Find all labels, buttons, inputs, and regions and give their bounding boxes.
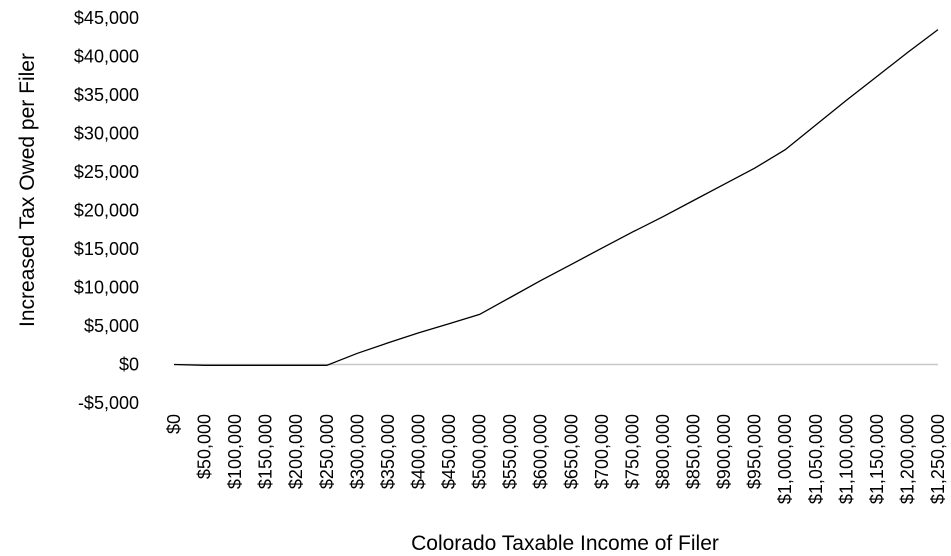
x-tick-label: $450,000 xyxy=(439,414,459,489)
x-tick-label: $100,000 xyxy=(225,414,245,489)
x-tick-label: $300,000 xyxy=(347,414,367,489)
x-tick-label: $750,000 xyxy=(622,414,642,489)
y-tick-label: -$5,000 xyxy=(78,393,139,413)
x-tick-label: $800,000 xyxy=(653,414,673,489)
x-tick-label: $200,000 xyxy=(286,414,306,489)
x-tick-label: $500,000 xyxy=(470,414,490,489)
x-tick-label: $850,000 xyxy=(684,414,704,489)
series-line xyxy=(173,29,939,366)
x-tick-label: $700,000 xyxy=(592,414,612,489)
x-tick-label: $400,000 xyxy=(408,414,428,489)
y-axis-title: Increased Tax Owed per Filer xyxy=(16,53,39,327)
y-tick-label: $30,000 xyxy=(74,124,139,144)
x-axis-title: Colorado Taxable Income of Filer xyxy=(411,532,719,555)
y-tick-label: $40,000 xyxy=(74,47,139,67)
y-tick-label: $15,000 xyxy=(74,239,139,259)
y-tick-label: $20,000 xyxy=(74,201,139,221)
x-tick-label: $1,200,000 xyxy=(897,414,917,504)
x-tick-label: $1,100,000 xyxy=(836,414,856,504)
y-tick-label: $45,000 xyxy=(74,8,139,28)
x-tick-label: $50,000 xyxy=(195,414,215,479)
x-tick-label: $350,000 xyxy=(378,414,398,489)
y-tick-label: $10,000 xyxy=(74,278,139,298)
x-tick-label: $950,000 xyxy=(745,414,765,489)
x-tick-label: $600,000 xyxy=(531,414,551,489)
x-tick-label: $1,150,000 xyxy=(867,414,887,504)
x-axis-ticks: $0 $50,000 $100,000 $150,000 $200,000 $250,00… xyxy=(164,414,948,504)
y-tick-label: $35,000 xyxy=(74,85,139,105)
x-tick-label: $650,000 xyxy=(561,414,581,489)
x-tick-label: $0 xyxy=(164,414,184,434)
x-tick-label: $1,050,000 xyxy=(806,414,826,504)
y-tick-label: $5,000 xyxy=(84,316,139,336)
x-tick-label: $250,000 xyxy=(317,414,337,489)
x-tick-label: $1,000,000 xyxy=(775,414,795,504)
y-tick-label: $0 xyxy=(119,355,139,375)
x-tick-label: $550,000 xyxy=(500,414,520,489)
x-tick-label: $1,250,000 xyxy=(928,414,948,504)
x-tick-label: $900,000 xyxy=(714,414,734,489)
y-axis-ticks: -$5,000 $0 $5,000 $10,000 $15,000 $20,000 $25,… xyxy=(74,8,139,413)
x-tick-label: $150,000 xyxy=(256,414,276,489)
y-tick-label: $25,000 xyxy=(74,162,139,182)
